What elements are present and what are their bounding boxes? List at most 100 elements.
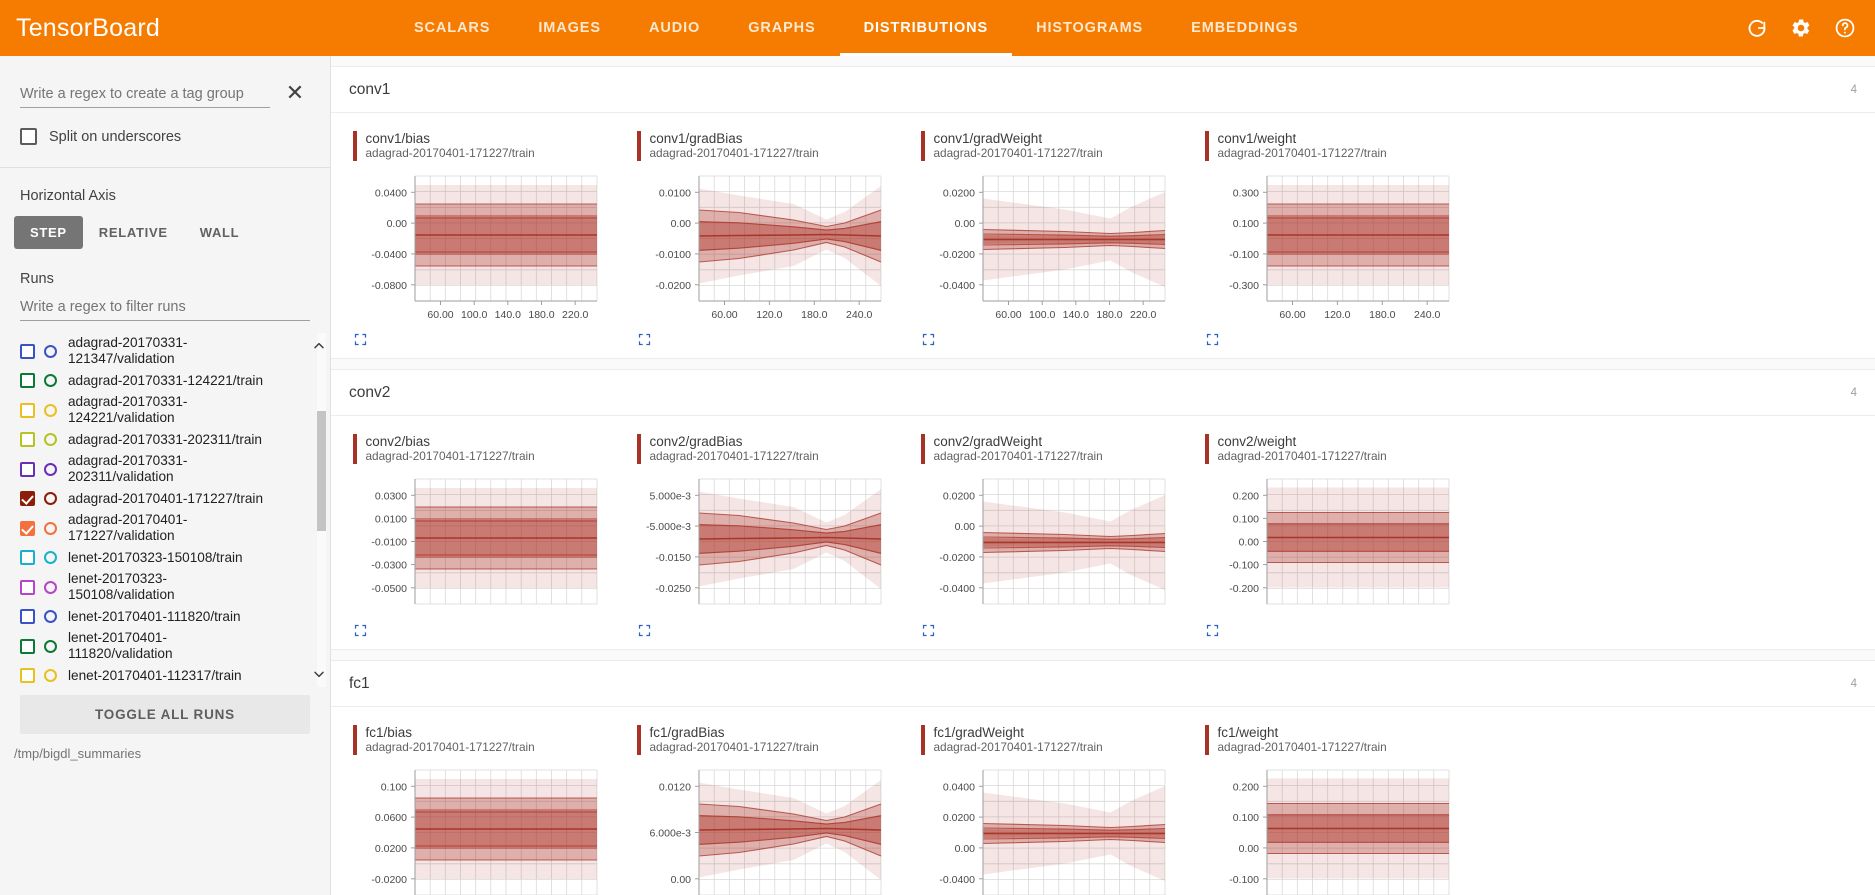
distribution-plot[interactable]: 0.300 0.100 -0.100 -0.300 60.00 120.0 180.0 240… xyxy=(1205,170,1467,326)
run-item[interactable]: lenet-20170323-150108/validation xyxy=(0,569,330,605)
runs-scrollbar[interactable] xyxy=(317,333,326,687)
run-item[interactable]: lenet-20170401-111820/validation xyxy=(0,628,330,664)
distribution-plot[interactable]: 0.0400 0.0200 0.00 -0.0400 xyxy=(921,764,1183,895)
run-checkbox[interactable] xyxy=(20,461,35,477)
run-color-dot xyxy=(44,403,57,417)
tab-scalars[interactable]: SCALARS xyxy=(413,20,491,36)
tab-graphs[interactable]: GRAPHS xyxy=(748,20,816,36)
run-item[interactable]: adagrad-20170331-121347/validation xyxy=(0,333,330,369)
svg-text:0.0400: 0.0400 xyxy=(375,187,407,199)
distribution-card[interactable]: fc1/gradWeight adagrad-20170401-171227/t… xyxy=(899,717,1183,895)
axis-option-wall[interactable]: WALL xyxy=(199,225,240,240)
split-on-underscores-checkbox[interactable] xyxy=(20,128,37,145)
tab-audio[interactable]: AUDIO xyxy=(648,20,701,36)
help-icon[interactable] xyxy=(1823,6,1867,50)
run-label: lenet-20170323-150108/train xyxy=(68,549,243,565)
svg-text:0.100: 0.100 xyxy=(1233,218,1259,230)
run-item[interactable]: lenet-20170401-111820/train xyxy=(0,605,330,628)
run-item[interactable]: adagrad-20170331-202311/validation xyxy=(0,451,330,487)
runs-list[interactable]: adagrad-20170331-121347/validation adagra… xyxy=(0,333,330,687)
distribution-plot[interactable]: 0.0200 0.00 -0.0200 -0.0400 60.00 100.0 140.0 1… xyxy=(921,170,1183,326)
distribution-plot[interactable]: 0.0120 6.000e-3 0.00 xyxy=(637,764,899,895)
run-checkbox[interactable] xyxy=(20,491,35,506)
run-item[interactable]: lenet-20170401-112317/train xyxy=(0,664,330,687)
distribution-plot[interactable]: 0.0200 0.00 -0.0200 -0.0400 xyxy=(921,473,1183,617)
chevron-up-icon[interactable] xyxy=(308,335,330,357)
split-on-underscores-toggle[interactable]: Split on underscores xyxy=(0,108,330,145)
header-actions xyxy=(1735,0,1867,56)
tag-section: fc1 4 fc1/bias adagrad-20170401-171227/tr… xyxy=(331,660,1875,895)
svg-text:6.000e-3: 6.000e-3 xyxy=(650,828,692,840)
run-checkbox[interactable] xyxy=(20,668,35,683)
distribution-card[interactable]: conv2/gradBias adagrad-20170401-171227/t… xyxy=(615,426,899,617)
distribution-plot[interactable]: 0.0100 0.00 -0.0100 -0.0200 60.00 120.0 180.0 2… xyxy=(637,170,899,326)
section-header[interactable]: conv2 4 xyxy=(331,370,1875,416)
distribution-card[interactable]: fc1/bias adagrad-20170401-171227/train 0… xyxy=(331,717,615,895)
runs-label: Runs xyxy=(20,271,54,287)
distribution-plot[interactable]: 0.200 0.100 0.00 -0.100 xyxy=(1205,764,1467,895)
run-item[interactable]: adagrad-20170331-202311/train xyxy=(0,428,330,451)
expand-icon[interactable] xyxy=(921,332,937,348)
svg-text:-0.0150: -0.0150 xyxy=(655,552,691,564)
distribution-plot[interactable]: 0.200 0.100 0.00 -0.100 -0.200 xyxy=(1205,473,1467,617)
expand-icon[interactable] xyxy=(353,332,369,348)
expand-icon[interactable] xyxy=(1205,332,1221,348)
distribution-card[interactable]: conv1/gradBias adagrad-20170401-171227/t… xyxy=(615,123,899,326)
tab-histograms[interactable]: HISTOGRAMS xyxy=(1036,20,1144,36)
distribution-card[interactable]: fc1/weight adagrad-20170401-171227/train… xyxy=(1183,717,1467,895)
distribution-card[interactable]: conv1/bias adagrad-20170401-171227/train… xyxy=(331,123,615,326)
card-tag-name: conv2/weight xyxy=(1217,434,1297,449)
tab-distributions[interactable]: DISTRIBUTIONS xyxy=(839,0,1013,56)
run-item[interactable]: adagrad-20170331-124221/train xyxy=(0,369,330,392)
tab-embeddings[interactable]: EMBEDDINGS xyxy=(1191,20,1299,36)
tag-group-input[interactable] xyxy=(20,84,270,108)
tab-images[interactable]: IMAGES xyxy=(538,20,601,36)
run-color-dot xyxy=(44,433,57,446)
run-checkbox[interactable] xyxy=(20,432,35,447)
axis-option-relative[interactable]: RELATIVE xyxy=(98,225,168,240)
section-header[interactable]: conv1 4 xyxy=(331,67,1875,113)
run-checkbox[interactable] xyxy=(20,609,35,624)
svg-text:140.0: 140.0 xyxy=(495,309,521,321)
gear-icon[interactable] xyxy=(1779,6,1823,50)
close-icon[interactable]: ✕ xyxy=(285,80,305,105)
run-checkbox[interactable] xyxy=(20,373,35,388)
run-checkbox[interactable] xyxy=(20,343,35,359)
run-checkbox[interactable] xyxy=(20,638,35,654)
run-checkbox[interactable] xyxy=(20,520,35,536)
expand-icon[interactable] xyxy=(921,623,937,639)
expand-icon[interactable] xyxy=(637,332,653,348)
distribution-card[interactable]: conv2/weight adagrad-20170401-171227/tra… xyxy=(1183,426,1467,617)
section-header[interactable]: fc1 4 xyxy=(331,661,1875,707)
run-item[interactable]: lenet-20170323-150108/train xyxy=(0,546,330,569)
run-item[interactable]: adagrad-20170401-171227/train xyxy=(0,487,330,510)
card-tag-name: conv2/gradWeight xyxy=(933,434,1043,449)
runs-filter-input[interactable] xyxy=(20,297,310,321)
refresh-icon[interactable] xyxy=(1735,6,1779,50)
distribution-plot[interactable]: 0.0400 0.00 -0.0400 -0.0800 60.00 100.0 140.0 1… xyxy=(353,170,615,326)
run-checkbox[interactable] xyxy=(20,550,35,565)
expand-icon[interactable] xyxy=(637,623,653,639)
svg-text:-0.0400: -0.0400 xyxy=(939,280,975,292)
runs-scrollbar-thumb[interactable] xyxy=(317,411,326,531)
svg-text:240.0: 240.0 xyxy=(1414,309,1440,321)
expand-icon[interactable] xyxy=(1205,623,1221,639)
distribution-plot[interactable]: 0.0300 0.0100 -0.0100 -0.0300 -0.0500 xyxy=(353,473,615,617)
run-item[interactable]: adagrad-20170331-124221/validation xyxy=(0,392,330,428)
distribution-card[interactable]: conv1/weight adagrad-20170401-171227/tra… xyxy=(1183,123,1467,326)
axis-option-step[interactable]: STEP xyxy=(14,216,83,249)
toggle-all-runs-button[interactable]: TOGGLE ALL RUNS xyxy=(20,695,310,734)
run-checkbox[interactable] xyxy=(20,579,35,595)
distribution-card[interactable]: conv2/bias adagrad-20170401-171227/train… xyxy=(331,426,615,617)
distribution-plot[interactable]: 5.000e-3 -5.000e-3 -0.0150 -0.0250 xyxy=(637,473,899,617)
distribution-card[interactable]: conv1/gradWeight adagrad-20170401-171227… xyxy=(899,123,1183,326)
distribution-card[interactable]: fc1/gradBias adagrad-20170401-171227/tra… xyxy=(615,717,899,895)
svg-text:-0.0100: -0.0100 xyxy=(655,249,691,261)
chevron-down-icon[interactable] xyxy=(308,663,330,685)
distribution-plot[interactable]: 0.100 0.0600 0.0200 -0.0200 xyxy=(353,764,615,895)
run-item[interactable]: adagrad-20170401-171227/validation xyxy=(0,510,330,546)
expand-icon[interactable] xyxy=(353,623,369,639)
sections-scroll-area[interactable]: conv1 4 conv1/bias adagrad-20170401-17122… xyxy=(331,56,1875,895)
run-checkbox[interactable] xyxy=(20,402,35,418)
distribution-card[interactable]: conv2/gradWeight adagrad-20170401-171227… xyxy=(899,426,1183,617)
